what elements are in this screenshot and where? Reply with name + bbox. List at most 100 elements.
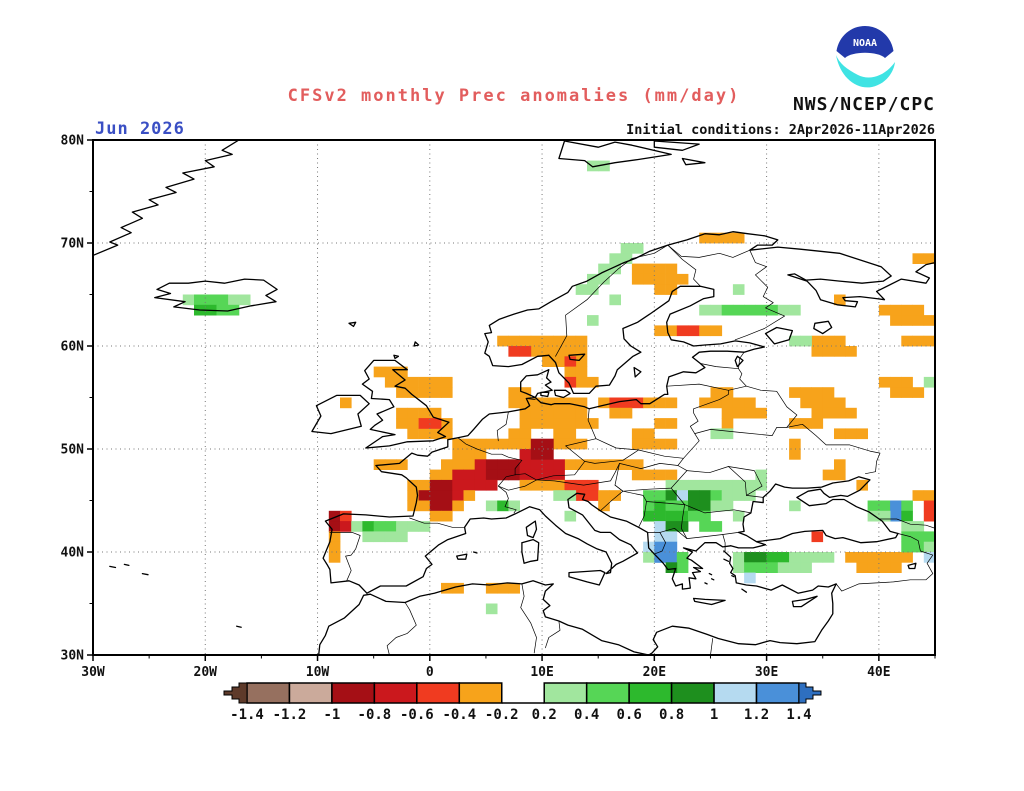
colorbar-segment <box>246 682 291 704</box>
anomaly-cell <box>676 500 689 512</box>
anomaly-cell <box>800 418 812 429</box>
coastline <box>553 389 571 399</box>
anomaly-cell <box>474 479 487 491</box>
coastline <box>521 538 540 564</box>
anomaly-cell <box>452 449 464 460</box>
anomaly-cell <box>834 407 846 419</box>
anomaly-cell <box>620 253 633 264</box>
anomaly-cell <box>508 346 520 357</box>
anomaly-cell <box>822 469 835 481</box>
colorbar-segment <box>670 682 715 704</box>
anomaly-cell <box>654 469 666 481</box>
coastline <box>791 595 818 608</box>
anomaly-cell <box>407 418 419 429</box>
coastline <box>710 578 715 581</box>
anomaly-cell <box>710 479 723 491</box>
anomaly-cell <box>564 438 577 450</box>
anomaly-cell <box>912 315 925 326</box>
anomaly-cell <box>845 346 857 357</box>
anomaly-cell <box>744 304 756 316</box>
anomaly-cell <box>441 459 453 470</box>
colorbar-segment <box>416 682 461 704</box>
anomaly-cell <box>665 273 678 285</box>
x-axis-tick-label: 20W <box>194 665 218 680</box>
colorbar-segment <box>458 682 503 704</box>
coastline <box>692 597 726 606</box>
anomaly-cell <box>564 376 577 388</box>
anomaly-cell <box>665 552 678 563</box>
anomaly-cell <box>923 253 935 264</box>
anomaly-cell <box>755 304 767 316</box>
colorbar-segment <box>373 682 418 704</box>
anomaly-cell <box>912 335 925 347</box>
anomaly-cell <box>418 376 431 388</box>
anomaly-cell <box>811 531 824 543</box>
anomaly-cell <box>744 552 756 563</box>
coastline <box>322 396 536 594</box>
coastline <box>704 582 708 585</box>
anomaly-cell <box>598 397 610 409</box>
anomaly-cell <box>429 500 442 512</box>
anomaly-cell <box>553 407 565 419</box>
anomaly-cell <box>654 521 666 532</box>
anomaly-cell <box>699 490 711 501</box>
anomaly-cell <box>452 479 464 491</box>
anomaly-cell <box>923 541 935 553</box>
anomaly-cell <box>744 407 756 419</box>
anomaly-cell <box>205 294 217 306</box>
anomaly-cell <box>822 387 835 398</box>
colorbar-segment <box>543 682 588 704</box>
anomaly-cell <box>609 407 621 419</box>
anomaly-cell <box>373 531 386 543</box>
anomaly-cell <box>822 346 835 357</box>
anomaly-cell <box>800 387 812 398</box>
anomaly-cell <box>631 469 644 481</box>
coastline <box>558 140 672 168</box>
anomaly-cell <box>362 521 374 532</box>
coastline <box>236 625 242 628</box>
anomaly-cell <box>340 510 352 522</box>
anomaly-cell <box>485 469 498 481</box>
anomaly-cell <box>699 510 711 522</box>
anomaly-cell <box>598 490 610 501</box>
coastline <box>534 285 766 410</box>
anomaly-cell <box>564 335 577 347</box>
anomaly-cell <box>710 428 723 440</box>
anomaly-cell <box>688 325 700 337</box>
anomaly-cell <box>665 562 678 573</box>
anomaly-cell <box>699 479 711 491</box>
anomaly-cell <box>441 479 453 491</box>
anomaly-cell <box>396 459 408 470</box>
anomaly-cell <box>575 407 588 419</box>
coastline <box>708 572 713 576</box>
anomaly-cell <box>688 500 700 512</box>
anomaly-cell <box>845 552 857 563</box>
anomaly-cell <box>631 459 644 470</box>
anomaly-cell <box>721 304 734 316</box>
anomaly-cell <box>744 572 756 584</box>
anomaly-cell <box>396 387 408 398</box>
anomaly-cell <box>856 428 868 440</box>
border-line <box>496 411 509 442</box>
border-line <box>680 504 688 539</box>
anomaly-cell <box>721 490 734 501</box>
colorbar-label: -0.4 <box>442 707 476 723</box>
anomaly-cell <box>441 490 453 501</box>
anomaly-cell <box>654 263 666 275</box>
colorbar-label: 0.2 <box>532 707 557 723</box>
anomaly-cell <box>429 387 442 398</box>
anomaly-cell <box>789 449 801 460</box>
anomaly-cell <box>867 552 880 563</box>
anomaly-cell <box>643 500 655 512</box>
anomaly-cell <box>665 469 678 481</box>
anomaly-cell <box>441 387 453 398</box>
anomaly-cell <box>463 459 476 470</box>
border-line <box>386 602 417 655</box>
anomaly-cell <box>789 552 801 563</box>
anomaly-cell <box>575 418 588 429</box>
anomaly-cell <box>912 531 925 543</box>
anomaly-cell <box>227 294 240 306</box>
anomaly-cell <box>744 562 756 573</box>
anomaly-cell <box>811 335 824 347</box>
coastline <box>648 550 837 655</box>
